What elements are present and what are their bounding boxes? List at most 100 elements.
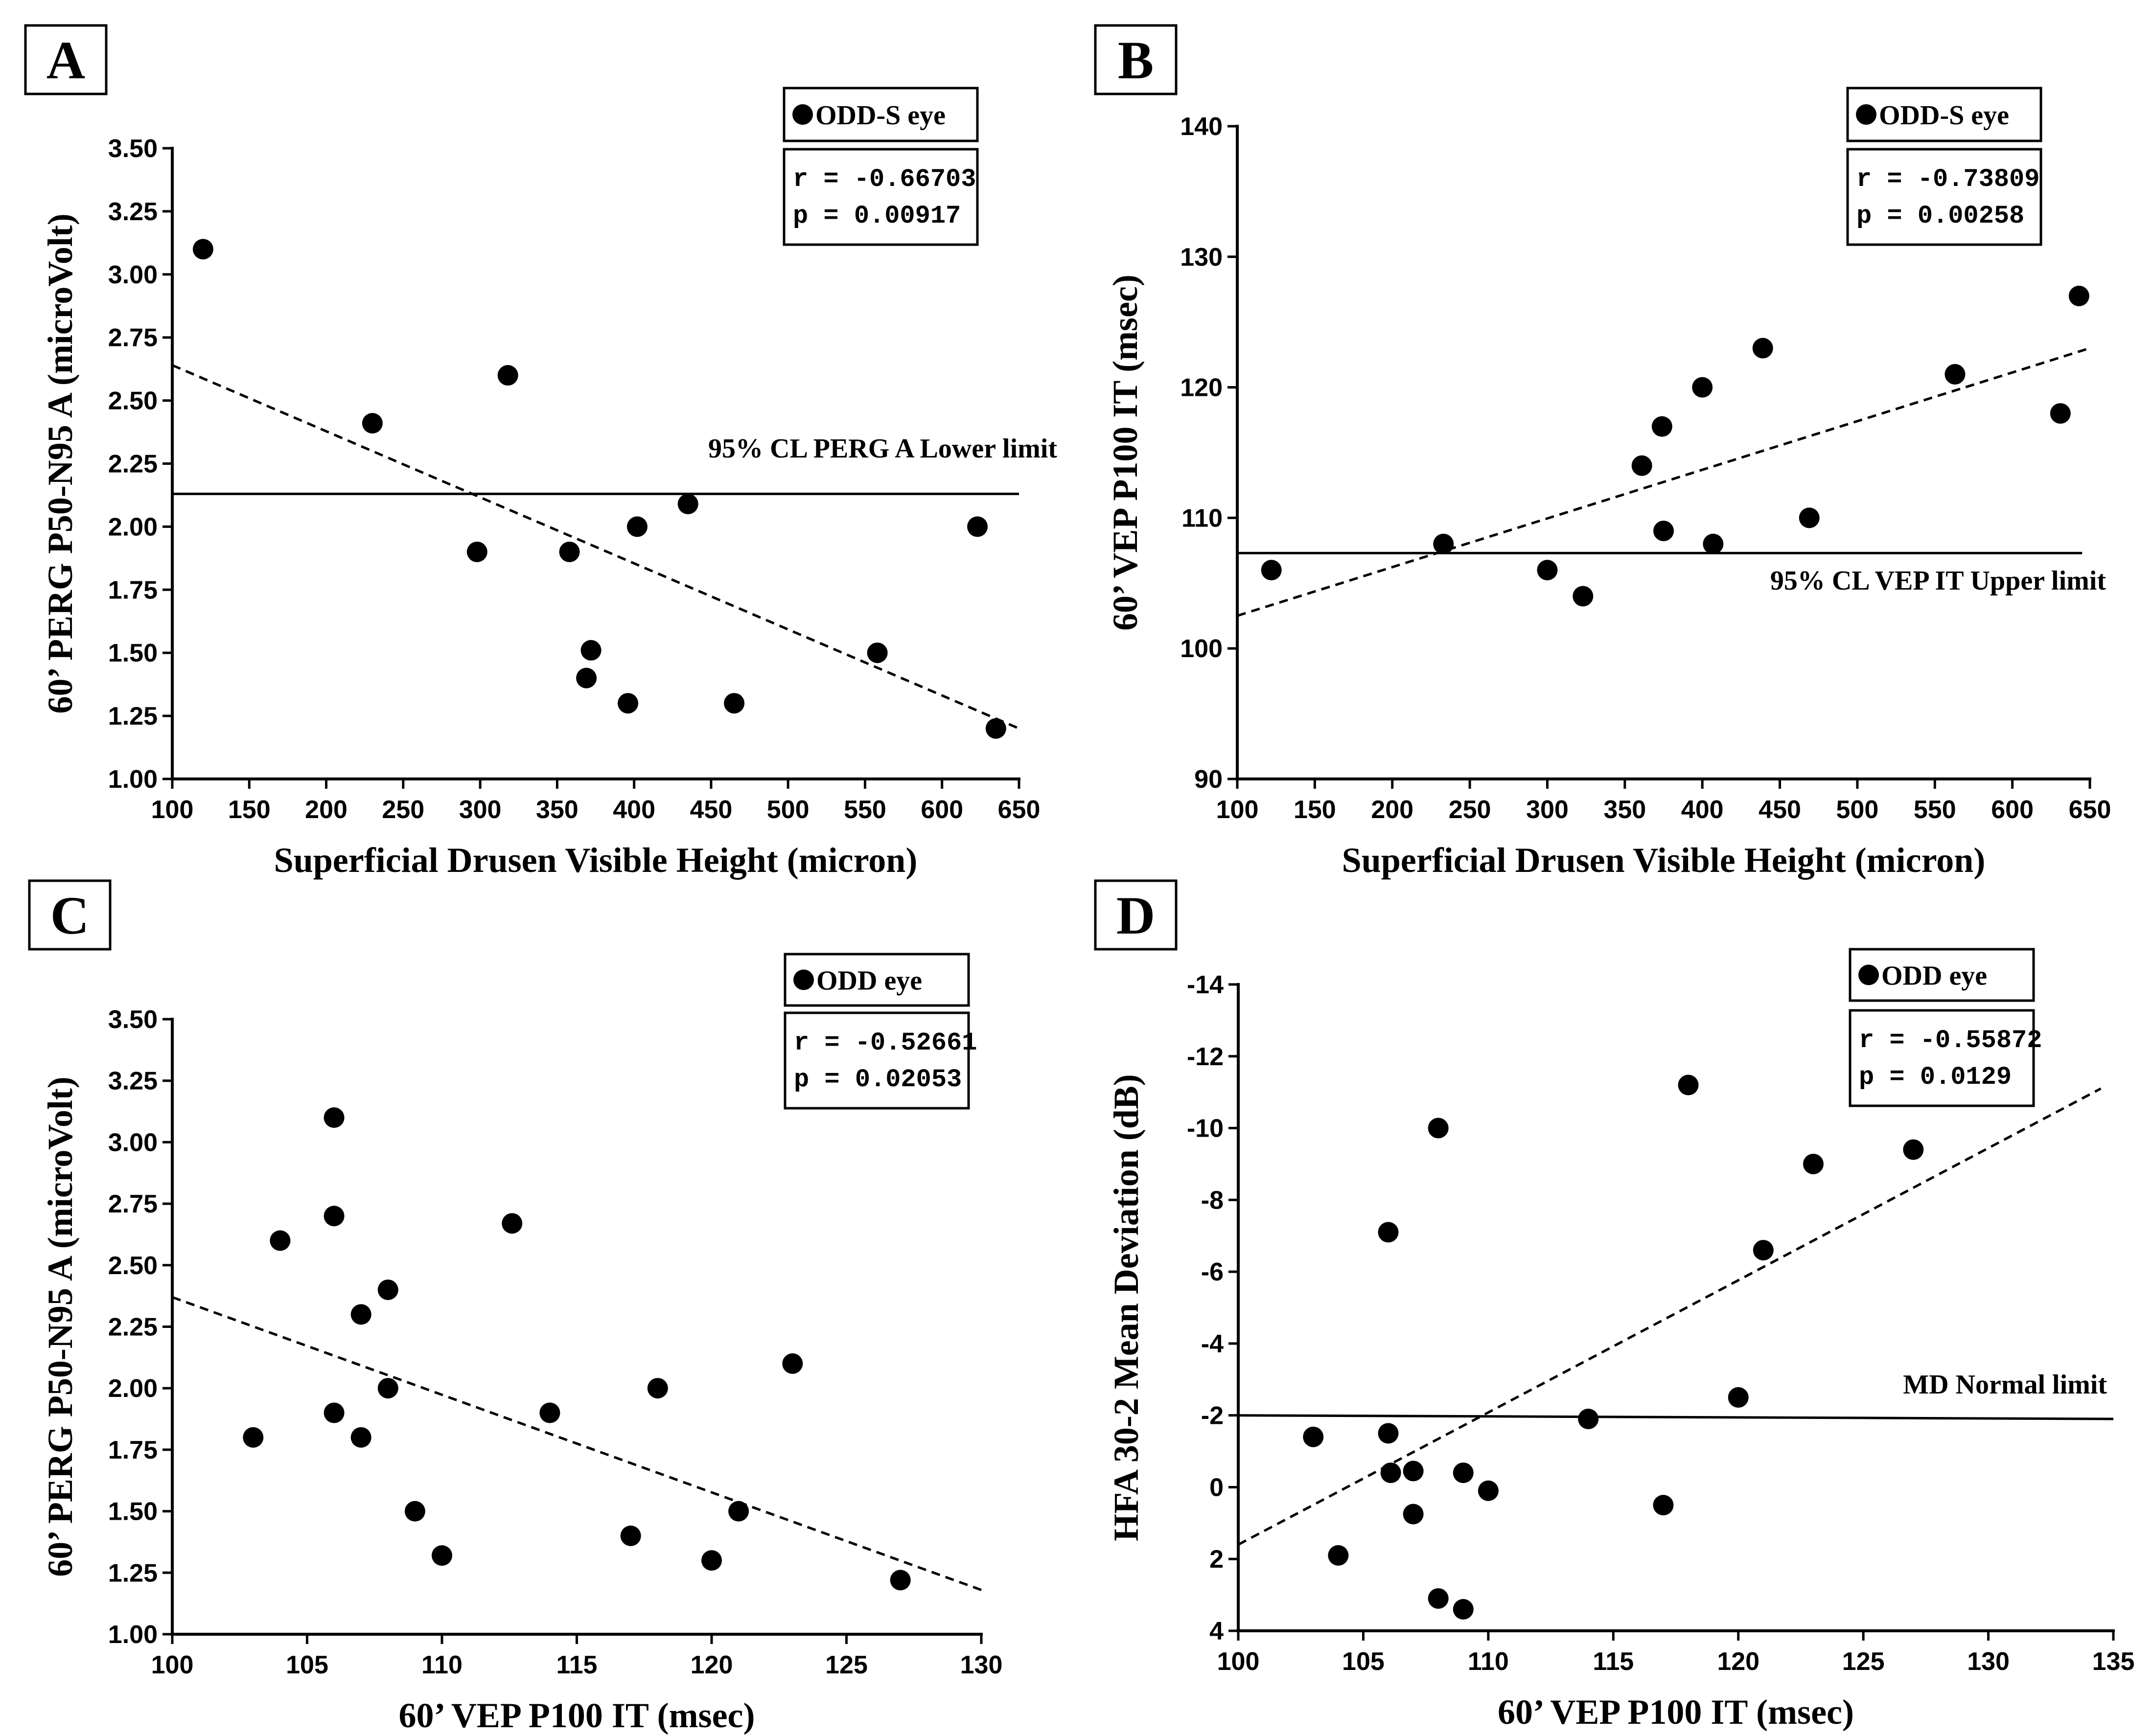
y-tick-label: 2.50 xyxy=(108,1252,158,1280)
data-point xyxy=(1753,1240,1774,1261)
reference-line xyxy=(1238,1414,2114,1420)
data-point xyxy=(324,1107,345,1128)
x-tick-label: 350 xyxy=(536,796,579,824)
y-tick-label: 2.00 xyxy=(108,513,158,541)
data-point xyxy=(1752,338,1773,359)
y-tick-label: 2 xyxy=(1209,1545,1224,1574)
data-point xyxy=(192,239,213,260)
data-point xyxy=(1428,1588,1449,1609)
x-tick-label: 450 xyxy=(1759,796,1801,824)
data-point xyxy=(404,1501,425,1522)
reference-line-label: MD Normal limit xyxy=(1903,1370,2107,1400)
y-tick-label: 1.25 xyxy=(108,702,158,731)
p-value: p = 0.02053 xyxy=(794,1065,962,1094)
y-tick-label: 2.00 xyxy=(108,1374,158,1403)
y-tick-label: 130 xyxy=(1180,243,1223,272)
data-point xyxy=(559,541,580,562)
data-point xyxy=(620,1525,641,1546)
x-tick-label: 300 xyxy=(459,796,502,824)
y-tick-label: 140 xyxy=(1180,113,1223,141)
data-point xyxy=(1478,1480,1499,1501)
x-tick-label: 130 xyxy=(1967,1647,2010,1676)
y-axis-title: 60’ PERG P50-N95 A (microVolt) xyxy=(41,1076,80,1577)
y-tick-label: -4 xyxy=(1201,1330,1224,1358)
data-point xyxy=(1428,1118,1449,1139)
x-tick-label: 115 xyxy=(1593,1647,1634,1676)
x-axis-title: Superficial Drusen Visible Height (micro… xyxy=(1342,841,1986,880)
legend-marker xyxy=(1858,964,1879,985)
reference-line-label: 95% CL VEP IT Upper limit xyxy=(1770,566,2106,596)
x-tick-label: 550 xyxy=(1914,796,1956,824)
data-point xyxy=(243,1427,264,1448)
data-point xyxy=(677,493,698,514)
x-tick-label: 110 xyxy=(1468,1647,1509,1676)
x-tick-label: 500 xyxy=(767,796,810,824)
reference-line-label: 95% CL PERG A Lower limit xyxy=(708,434,1057,464)
data-point xyxy=(1537,560,1558,581)
legend-label: ODD-S eye xyxy=(815,100,946,131)
panel-letter-box xyxy=(24,24,108,95)
y-tick-label: 1.75 xyxy=(108,1436,158,1464)
y-tick-label: 120 xyxy=(1180,374,1223,402)
data-point xyxy=(626,516,648,537)
y-tick-label: 3.00 xyxy=(108,261,158,289)
data-point xyxy=(618,693,639,714)
data-point xyxy=(1573,586,1594,607)
y-tick-label: 3.25 xyxy=(108,1067,158,1096)
data-point xyxy=(1403,1461,1424,1482)
x-tick-label: 150 xyxy=(228,796,271,824)
data-point xyxy=(1903,1139,1924,1160)
data-point xyxy=(362,413,383,434)
data-point xyxy=(867,642,888,663)
y-tick-label: 2.75 xyxy=(108,1190,158,1218)
data-point xyxy=(1692,377,1713,398)
y-tick-label: 4 xyxy=(1209,1617,1224,1645)
data-point xyxy=(1653,1495,1674,1516)
y-tick-label: 1.50 xyxy=(108,1498,158,1526)
regression-line xyxy=(172,1296,982,1591)
legend-label: ODD eye xyxy=(1881,961,1987,991)
data-point xyxy=(2068,285,2089,306)
y-tick-label: 3.25 xyxy=(108,198,158,226)
x-tick-label: 500 xyxy=(1836,796,1879,824)
regression-line xyxy=(1237,1087,2102,1546)
legend-marker xyxy=(1856,104,1876,125)
y-axis-title: 60’ VEP P100 IT (msec) xyxy=(1106,274,1145,631)
data-point xyxy=(1678,1074,1699,1096)
data-point xyxy=(1799,507,1820,528)
y-tick-label: 1.00 xyxy=(108,1621,158,1649)
data-point xyxy=(1945,364,1966,385)
y-tick-label: 110 xyxy=(1181,504,1223,532)
y-tick-label: -8 xyxy=(1201,1186,1224,1214)
legend-label: ODD-S eye xyxy=(1879,100,2009,131)
y-tick-label: 2.50 xyxy=(108,387,158,415)
data-point xyxy=(724,693,745,714)
legend-box xyxy=(1849,948,2035,1002)
panel-letter: D xyxy=(1116,886,1155,945)
data-point xyxy=(1403,1504,1424,1525)
x-tick-label: 600 xyxy=(921,796,963,824)
x-axis-title: 60’ VEP P100 IT (msec) xyxy=(1498,1692,1854,1732)
legend-box xyxy=(783,87,979,142)
data-point xyxy=(2050,403,2071,424)
data-point xyxy=(728,1501,749,1522)
data-point xyxy=(350,1304,371,1325)
stats-box xyxy=(1846,148,2042,246)
p-value: p = 0.0129 xyxy=(1859,1063,2012,1092)
data-point xyxy=(1378,1423,1399,1444)
data-point xyxy=(1703,533,1724,554)
correlation-r: r = -0.73809 xyxy=(1856,165,2039,194)
x-tick-label: 120 xyxy=(1717,1647,1759,1676)
y-tick-label: 3.00 xyxy=(108,1128,158,1157)
x-tick-label: 120 xyxy=(691,1651,733,1679)
data-point xyxy=(1728,1387,1749,1408)
x-tick-label: 115 xyxy=(556,1651,598,1679)
panel-a: A 100 150 200 250 300 350 400 450 500 550 600 650 1.0… xyxy=(24,24,1057,880)
data-point xyxy=(1378,1222,1399,1243)
x-tick-label: 650 xyxy=(998,796,1041,824)
y-tick-label: -10 xyxy=(1187,1115,1224,1143)
data-point xyxy=(466,541,487,562)
data-point xyxy=(1453,1599,1474,1620)
